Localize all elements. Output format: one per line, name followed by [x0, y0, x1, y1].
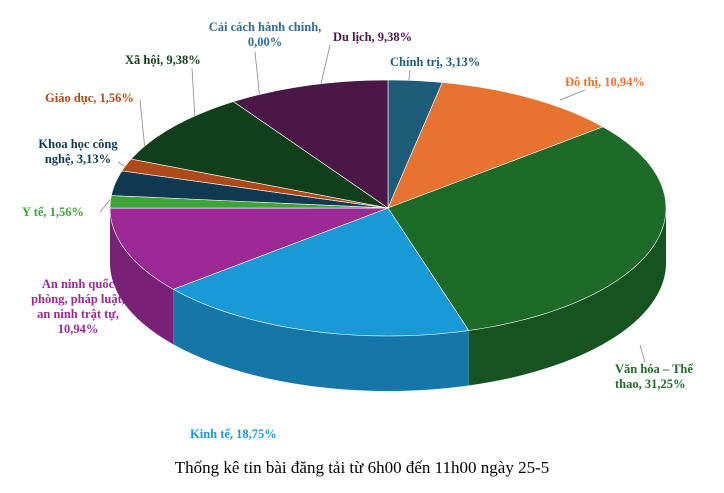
data-label: Chính trị, 3,13%	[390, 55, 481, 69]
leader-lines	[99, 44, 646, 363]
data-label: Cải cách hành chính, 0,00%	[208, 20, 322, 49]
leader-line	[139, 99, 146, 151]
slice	[387, 126, 667, 331]
leader-line	[319, 44, 331, 89]
chart-title: Thống kê tin bài đăng tải từ 6h00 đến 11…	[174, 458, 550, 477]
data-label: Đô thị, 10,94%	[565, 75, 645, 89]
data-label: An ninh quốc phòng, pháp luật, an ninh t…	[31, 277, 125, 336]
slice-side	[468, 208, 666, 386]
slice	[387, 82, 604, 209]
slice-side	[173, 289, 469, 391]
data-label: Khoa học công nghệ, 3,13%	[38, 137, 118, 166]
leader-line	[191, 67, 196, 121]
leader-line	[639, 344, 646, 363]
leader-line	[559, 89, 586, 101]
leader-line	[254, 51, 261, 101]
slice	[110, 170, 389, 209]
slice	[130, 101, 389, 209]
slice	[232, 79, 389, 209]
data-label: Kinh tế, 18,75%	[190, 427, 277, 441]
data-label: Giáo dục, 1,56%	[45, 91, 134, 105]
data-label: Y tế, 1,56%	[22, 205, 85, 219]
slice	[109, 207, 389, 290]
data-label: Xã hội, 9,38%	[125, 53, 201, 67]
data-label: Du lịch, 9,38%	[333, 30, 413, 44]
data-label: Văn hóa – Thể thao, 31,25%	[615, 362, 693, 391]
slice-side	[110, 208, 174, 345]
slice	[172, 207, 470, 337]
